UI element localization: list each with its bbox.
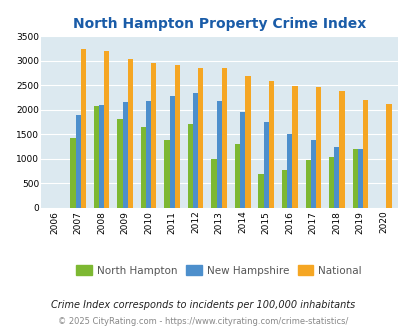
Bar [339,91,344,208]
Legend: North Hampton, New Hampshire, National: North Hampton, New Hampshire, National [72,261,365,280]
Bar [188,124,193,208]
Bar [70,138,75,208]
Bar [211,159,216,208]
Bar [240,112,245,208]
Bar [75,115,81,208]
Bar [221,68,226,208]
Bar [151,63,156,208]
Bar [328,157,333,208]
Bar [216,101,221,208]
Bar [141,127,146,208]
Bar [310,140,315,208]
Text: Crime Index corresponds to incidents per 100,000 inhabitants: Crime Index corresponds to incidents per… [51,300,354,310]
Bar [198,68,203,208]
Bar [386,104,390,208]
Bar [305,160,310,208]
Title: North Hampton Property Crime Index: North Hampton Property Crime Index [72,17,365,31]
Bar [104,51,109,208]
Bar [315,87,320,208]
Bar [146,101,151,208]
Bar [281,170,286,208]
Bar [333,147,339,208]
Bar [234,144,240,208]
Bar [99,105,104,208]
Bar [268,81,273,208]
Bar [81,49,86,208]
Bar [362,100,367,208]
Text: © 2025 CityRating.com - https://www.cityrating.com/crime-statistics/: © 2025 CityRating.com - https://www.city… [58,317,347,326]
Bar [352,148,357,208]
Bar [164,140,169,208]
Bar [357,148,362,208]
Bar [122,103,128,208]
Bar [193,93,198,208]
Bar [169,96,175,208]
Bar [292,86,297,208]
Bar [94,106,99,208]
Bar [117,119,122,208]
Bar [245,76,250,208]
Bar [175,65,179,208]
Bar [286,134,292,208]
Bar [263,122,268,208]
Bar [258,174,263,208]
Bar [128,59,133,208]
